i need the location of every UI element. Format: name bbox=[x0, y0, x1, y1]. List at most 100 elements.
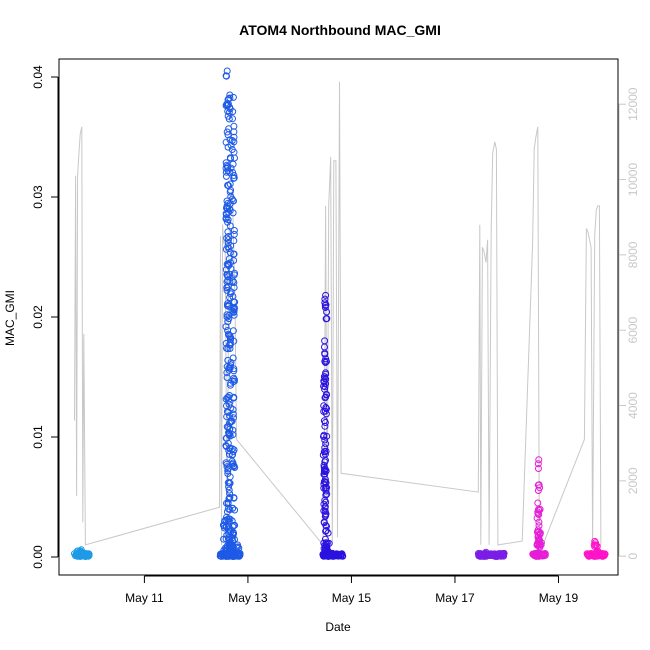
right-axis-series bbox=[74, 81, 602, 547]
data-point bbox=[223, 369, 231, 377]
data-point bbox=[594, 549, 602, 557]
data-point bbox=[222, 172, 230, 180]
data-point bbox=[222, 544, 229, 552]
data-point bbox=[226, 493, 234, 501]
data-point bbox=[224, 439, 232, 447]
data-point bbox=[230, 522, 237, 529]
data-point bbox=[321, 422, 329, 430]
data-point bbox=[228, 417, 236, 425]
data-point bbox=[226, 180, 234, 188]
data-point bbox=[321, 496, 329, 504]
data-point bbox=[223, 234, 231, 242]
data-point bbox=[534, 550, 542, 558]
data-point bbox=[226, 490, 234, 498]
data-point bbox=[320, 382, 328, 390]
y-right-tick-label: 4000 bbox=[626, 392, 640, 419]
data-point bbox=[321, 436, 329, 444]
data-point bbox=[323, 315, 331, 323]
data-point bbox=[220, 522, 228, 530]
data-point bbox=[320, 431, 328, 439]
data-point bbox=[227, 164, 235, 172]
data-point bbox=[322, 375, 330, 383]
data-point bbox=[226, 398, 234, 406]
data-point bbox=[536, 543, 544, 551]
data-point bbox=[226, 332, 234, 340]
data-point bbox=[229, 406, 237, 414]
data-point bbox=[228, 146, 236, 153]
data-point bbox=[224, 216, 232, 224]
data-point bbox=[535, 522, 543, 530]
data-point bbox=[230, 279, 238, 286]
data-point bbox=[536, 529, 544, 537]
x-axis-label: Date bbox=[325, 620, 351, 634]
data-point bbox=[229, 431, 237, 439]
data-point bbox=[230, 133, 238, 141]
data-point bbox=[229, 93, 237, 101]
y-right-tick-label: 2000 bbox=[626, 467, 640, 494]
x-tick-label: May 17 bbox=[435, 591, 475, 605]
cluster-6 bbox=[583, 537, 609, 560]
data-point bbox=[226, 222, 234, 230]
data-point bbox=[321, 458, 329, 466]
data-point bbox=[229, 108, 237, 116]
data-point bbox=[223, 284, 231, 291]
data-point bbox=[320, 461, 328, 469]
data-point bbox=[225, 483, 233, 491]
data-point bbox=[322, 291, 330, 299]
data-point bbox=[221, 552, 229, 560]
mac-gmi-points bbox=[71, 67, 609, 560]
data-point bbox=[324, 552, 332, 560]
data-point bbox=[222, 339, 230, 347]
data-point bbox=[230, 172, 238, 179]
data-point bbox=[323, 358, 330, 365]
plot-area bbox=[58, 58, 619, 576]
data-point bbox=[226, 91, 234, 99]
data-point bbox=[321, 450, 329, 458]
y-right-tick-label: 6000 bbox=[626, 317, 640, 344]
data-point bbox=[230, 174, 238, 182]
y-right-tick-label: 10000 bbox=[626, 163, 640, 197]
data-point bbox=[337, 550, 345, 558]
data-point bbox=[321, 535, 329, 543]
data-point bbox=[226, 278, 234, 285]
data-point bbox=[228, 457, 236, 465]
data-point bbox=[225, 205, 233, 213]
cluster-2 bbox=[216, 67, 244, 560]
data-point bbox=[234, 541, 242, 549]
data-point bbox=[225, 486, 233, 494]
data-point bbox=[225, 430, 233, 438]
data-point bbox=[229, 529, 237, 537]
data-point bbox=[321, 475, 329, 483]
data-point bbox=[229, 115, 236, 123]
data-point bbox=[322, 491, 330, 499]
y-left-tick-label: 0.00 bbox=[31, 545, 45, 569]
data-point bbox=[321, 512, 329, 520]
data-point bbox=[220, 535, 228, 543]
data-point bbox=[592, 541, 600, 549]
data-point bbox=[225, 95, 233, 103]
y-axis-label: MAC_GMI bbox=[3, 290, 17, 346]
data-point bbox=[227, 242, 235, 250]
data-point bbox=[225, 479, 233, 487]
data-point bbox=[533, 514, 541, 522]
cluster-1 bbox=[71, 546, 93, 560]
data-point bbox=[223, 72, 230, 80]
data-point bbox=[229, 426, 237, 434]
data-point bbox=[230, 394, 238, 402]
data-point bbox=[223, 374, 231, 381]
data-point bbox=[225, 515, 233, 523]
data-point bbox=[229, 410, 237, 418]
data-point bbox=[225, 518, 233, 526]
data-point bbox=[225, 315, 233, 323]
data-point bbox=[329, 552, 337, 560]
data-point bbox=[322, 543, 330, 551]
x-tick-label: May 11 bbox=[125, 591, 164, 605]
data-point bbox=[229, 160, 237, 168]
data-point bbox=[333, 551, 341, 559]
data-point bbox=[324, 529, 332, 537]
y-left-tick-label: 0.02 bbox=[31, 305, 45, 329]
data-point bbox=[230, 237, 238, 245]
data-point bbox=[226, 249, 234, 257]
data-point bbox=[321, 444, 329, 452]
data-point bbox=[336, 551, 344, 559]
